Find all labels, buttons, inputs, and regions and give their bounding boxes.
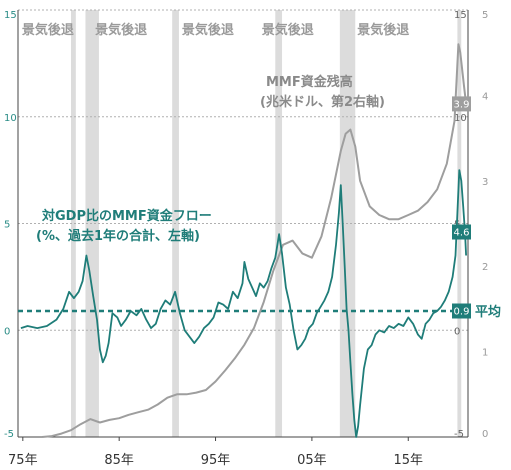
right-tick-4: 4 [482,91,488,102]
recession-labels: 景気後退 景気後退 景気後退 景気後退 景気後退 [22,22,409,38]
x-tick-2: 95年 [201,453,231,468]
teal-value-badge-text: 4.6 [454,228,470,239]
average-value-badge-text: 0.9 [454,307,470,318]
right-tick-1: 1 [482,348,488,359]
series-lines [20,43,468,438]
recession-label-0: 景気後退 [22,22,74,38]
right-tick-0: 0 [482,429,488,440]
teal-series-label-line1: 対GDP比のMMF資金フロー [41,208,212,224]
left-tick-1: 0 [4,326,10,337]
gray-value-badge [452,96,471,112]
left-axis-ticks: -5 0 5 10 15 [4,10,17,440]
average-value-badge [452,303,471,319]
x-tick-1: 85年 [104,453,134,468]
gray-series-label-line1: MMF資金残高 [266,74,353,90]
second-right-tick-3: 10 [454,113,467,124]
right-tick-2: 2 [482,262,488,273]
mmf-flow-line [20,169,467,438]
gray-value-badge-text: 3.9 [454,99,470,110]
left-tick-2: 5 [4,220,10,231]
second-right-tick-1: 0 [454,326,460,337]
right-axis-ticks: 0 1 2 3 4 5 [482,10,488,440]
x-axis-ticks: 75年 85年 95年 05年 15年 [8,437,423,468]
left-tick-3: 10 [4,113,17,124]
teal-series-label-line2: (%、過去1年の合計、左軸) [36,228,200,244]
recession-label-4: 景気後退 [357,22,409,38]
left-tick-0: -5 [4,429,14,440]
right-tick-5: 5 [482,10,488,21]
teal-value-badge [452,224,471,240]
recession-label-1: 景気後退 [95,22,147,38]
average-label: 平均 [475,304,501,320]
right-tick-3: 3 [482,177,488,188]
gray-series-label-line2: (兆米ドル、第2右軸) [260,94,385,110]
value-badges: 3.9 4.6 0.9 平均 [452,96,501,320]
recession-label-2: 景気後退 [182,22,234,38]
x-tick-3: 05年 [297,453,327,468]
recession-label-3: 景気後退 [262,22,314,38]
recession-band-0 [70,10,76,437]
mmf-assets-line [42,43,468,438]
x-tick-0: 75年 [8,453,38,468]
series-annotations: MMF資金残高 (兆米ドル、第2右軸) 対GDP比のMMF資金フロー (%、過去… [36,74,385,244]
left-tick-4: 15 [4,10,17,21]
x-tick-4: 15年 [393,453,423,468]
second-right-tick-4: 15 [454,10,467,21]
second-right-tick-0: -5 [454,429,464,440]
axes [17,10,469,438]
